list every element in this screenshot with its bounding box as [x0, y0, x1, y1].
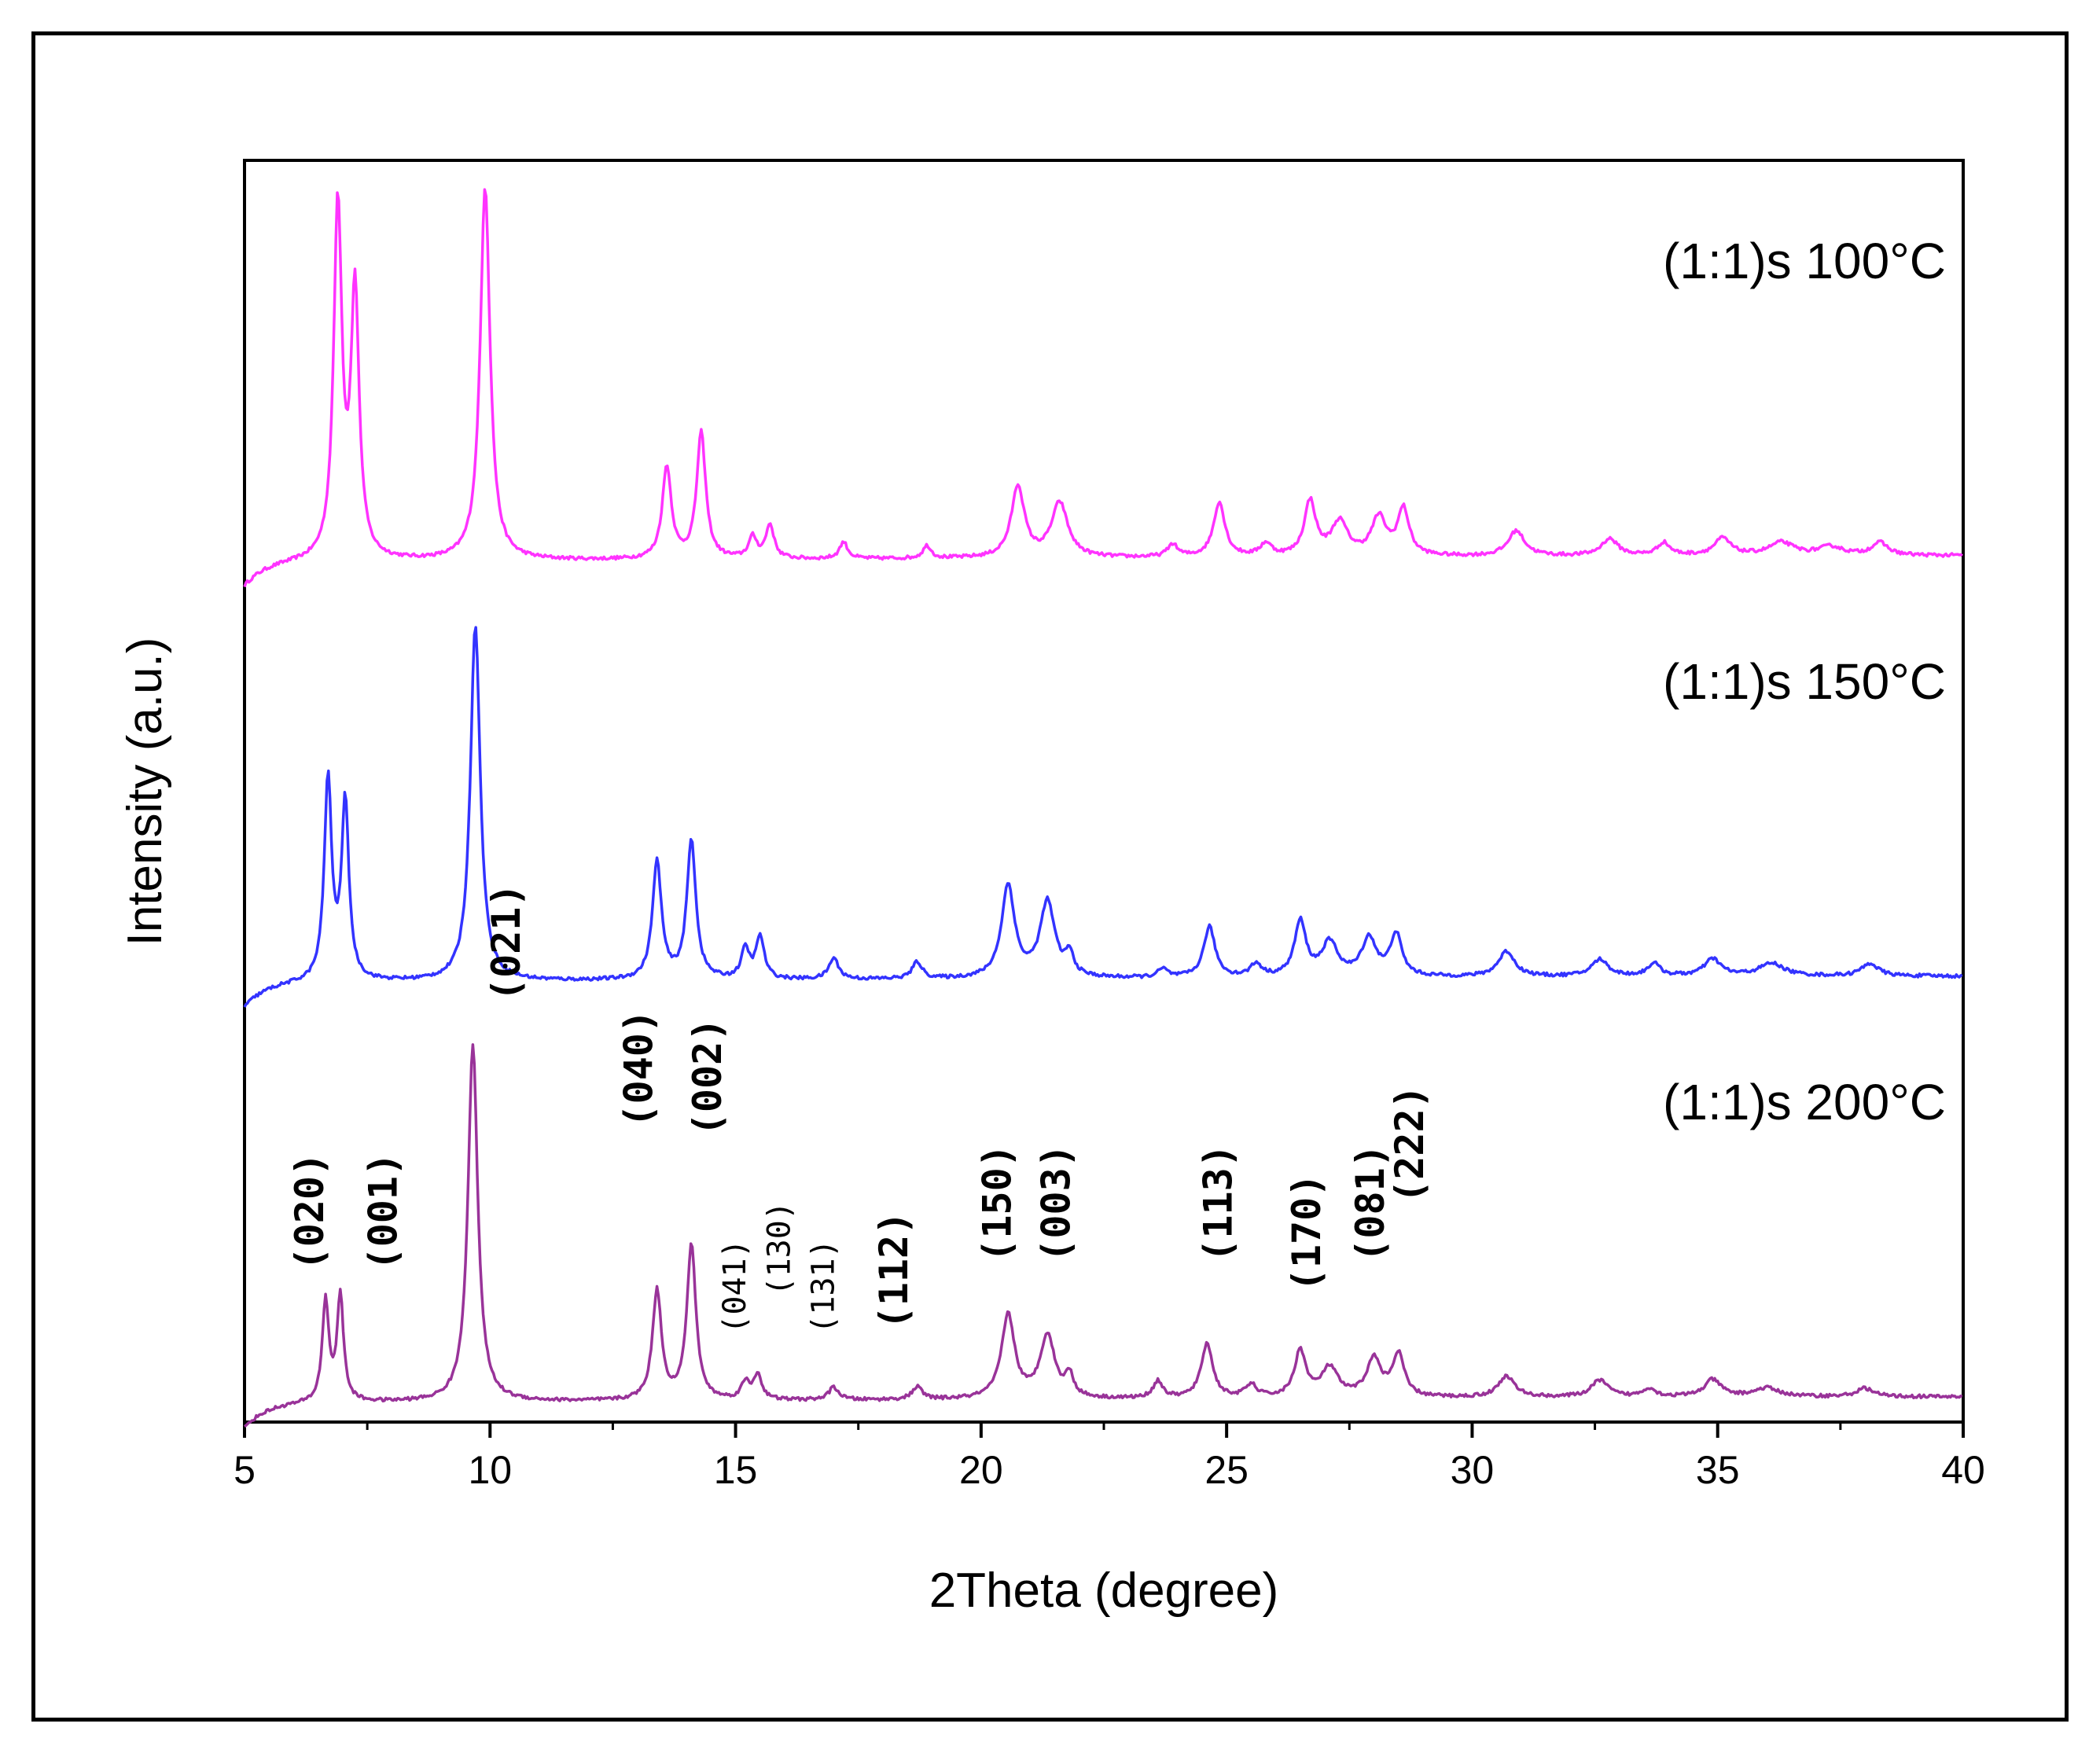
series-labels: (1:1)s 100°C (1:1)s 150°C (1:1)s 200°C [1663, 233, 1946, 1130]
x-axis-ticks: 5 10 15 20 25 30 35 40 [234, 1422, 1985, 1492]
miller-index-label: (130) [761, 1201, 797, 1295]
miller-index-label: (222) [1387, 1085, 1432, 1204]
x-tick-label: 10 [468, 1448, 512, 1492]
x-tick-label: 40 [1941, 1448, 1985, 1492]
x-tick-label: 35 [1696, 1448, 1740, 1492]
miller-index-label: (170) [1284, 1174, 1330, 1292]
y-axis-title: Intensity (a.u.) [118, 638, 172, 946]
x-tick-label: 15 [714, 1448, 758, 1492]
miller-index-label: (040) [616, 1009, 661, 1128]
plot-area-frame [243, 159, 1965, 1424]
miller-index-label: (002) [685, 1018, 730, 1137]
miller-index-label: (001) [361, 1152, 406, 1271]
miller-index-annotations: (020) (001) (021) (040) (002) (041) (130) (131)… [287, 883, 1432, 1333]
miller-index-label: (113) [1195, 1144, 1241, 1262]
series-line-1 [243, 188, 1963, 588]
series-label-2: (1:1)s 150°C [1663, 653, 1946, 710]
miller-index-label: (131) [806, 1239, 842, 1333]
x-tick-label: 25 [1204, 1448, 1249, 1492]
figure-border [31, 31, 2069, 1722]
miller-index-label: (081) [1348, 1144, 1393, 1262]
miller-index-label: (020) [287, 1152, 333, 1271]
x-tick-label: 30 [1451, 1448, 1495, 1492]
series-label-1: (1:1)s 100°C [1663, 233, 1946, 289]
series-line-2 [243, 626, 1963, 1008]
miller-index-label: (021) [484, 883, 529, 1001]
x-tick-label: 20 [959, 1448, 1003, 1492]
miller-index-label: (112) [871, 1211, 917, 1330]
x-axis-title: 2Theta (degree) [929, 1564, 1279, 1618]
series-layer [243, 188, 1963, 1428]
x-tick-label: 5 [234, 1448, 256, 1492]
miller-index-label: (041) [717, 1239, 753, 1333]
miller-index-label: (150) [974, 1144, 1020, 1262]
series-line-3 [243, 1043, 1963, 1428]
miller-index-label: (003) [1033, 1144, 1079, 1262]
series-label-3: (1:1)s 200°C [1663, 1074, 1946, 1130]
